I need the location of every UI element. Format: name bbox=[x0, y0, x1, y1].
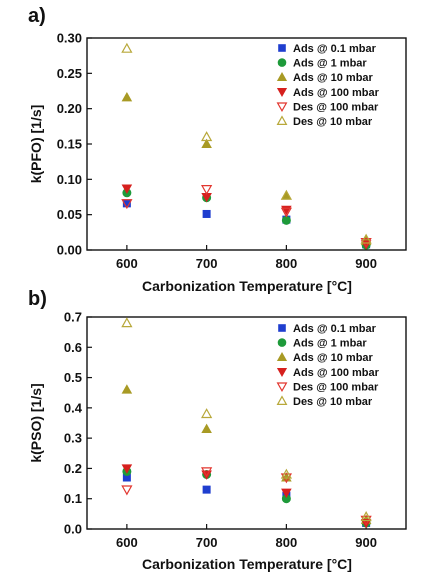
panel-a-point-ads-0-1-mbar bbox=[202, 209, 211, 218]
panel-b-markers bbox=[121, 317, 372, 529]
panel-b-point-ads-100-mbar bbox=[281, 488, 292, 499]
panel-a-y-tick-label: 0.15 bbox=[57, 137, 82, 152]
panel-b-point-des-10-mbar bbox=[280, 468, 292, 479]
panel-a-legend-label-ads-10-mbar: Ads @ 10 mbar bbox=[293, 72, 374, 84]
panel-a-point-des-10-mbar bbox=[280, 189, 292, 200]
panel-b-x-tick-label: 700 bbox=[196, 535, 218, 550]
panel-b-x-tick-label: 900 bbox=[355, 535, 377, 550]
panel-b-pso-chart: b) k(PSO) [1/s] Carbonization Temperatur… bbox=[28, 288, 407, 572]
panel-b-y-tick-label: 0.7 bbox=[64, 310, 82, 325]
panel-a-point-des-10-mbar bbox=[360, 233, 372, 244]
panel-a-legend-label-ads-1-mbar: Ads @ 1 mbar bbox=[293, 58, 367, 70]
panel-b-y-tick-label: 0.5 bbox=[64, 370, 82, 385]
panel-b-ticks: 600 700 800 900 0.0 0.1 0.2 0.3 0.4 0.5 0.6 0.7 bbox=[64, 310, 377, 551]
panel-b-x-tick-label: 800 bbox=[276, 535, 298, 550]
panel-b-legend-marker-ads-1-mbar bbox=[277, 338, 287, 347]
panel-b-legend-marker-ads-100-mbar bbox=[276, 367, 288, 378]
panel-a-legend-marker-ads-0-1-mbar bbox=[278, 44, 286, 52]
panel-b-label: b) bbox=[28, 288, 47, 310]
panel-b-y-tick-label: 0.3 bbox=[64, 431, 82, 446]
panel-a-point-ads-10-mbar bbox=[281, 190, 292, 200]
panel-a-x-tick-label: 800 bbox=[276, 256, 298, 271]
panel-a-legend-marker-ads-1-mbar bbox=[277, 58, 287, 67]
panel-a-point-ads-10-mbar bbox=[201, 138, 212, 149]
panel-a-y-tick-label: 0.10 bbox=[57, 172, 82, 187]
panel-b-legend-marker-ads-0-1-mbar bbox=[278, 324, 286, 332]
panel-a-legend: Ads @ 0.1 mbar Ads @ 1 mbar Ads @ 10 mbar A… bbox=[276, 43, 380, 128]
panel-a-legend-label-des-10-mbar: Des @ 10 mbar bbox=[293, 116, 373, 128]
panel-b-y-tick-label: 0.2 bbox=[64, 461, 82, 476]
panel-b-legend-label-ads-100-mbar: Ads @ 100 mbar bbox=[293, 367, 380, 379]
panel-a-point-des-100-mbar bbox=[201, 185, 213, 196]
panel-a-point-ads-100-mbar bbox=[121, 184, 133, 194]
panel-b-point-ads-10-mbar bbox=[121, 384, 133, 394]
panel-b-legend-label-des-100-mbar: Des @ 100 mbar bbox=[293, 381, 379, 393]
panel-b-point-des-10-mbar bbox=[201, 408, 213, 419]
panel-b-y-tick-label: 0.4 bbox=[64, 400, 83, 415]
panel-b-point-ads-0-1-mbar bbox=[202, 485, 211, 494]
panel-b-legend-label-ads-1-mbar: Ads @ 1 mbar bbox=[293, 338, 367, 350]
panel-b-y-axis-title: k(PSO) [1/s] bbox=[28, 383, 44, 462]
panel-b-y-tick-label: 0.0 bbox=[64, 522, 82, 537]
panel-a-y-tick-label: 0.05 bbox=[57, 207, 82, 222]
panel-a-x-axis-title: Carbonization Temperature [°C] bbox=[142, 278, 352, 294]
panel-b-legend-marker-ads-10-mbar bbox=[276, 351, 288, 362]
panel-a-pfo-chart: a) k(PFO) [1/s] Carbonization Temperatur… bbox=[28, 5, 407, 294]
panel-b-x-tick-label: 600 bbox=[116, 535, 138, 550]
panel-b-point-ads-10-mbar bbox=[201, 423, 212, 434]
panel-a-legend-label-ads-0-1-mbar: Ads @ 0.1 mbar bbox=[293, 43, 377, 55]
panel-b-plot-frame bbox=[86, 316, 407, 530]
panel-a-y-tick-label: 0.20 bbox=[57, 101, 82, 116]
panel-b-legend: Ads @ 0.1 mbar Ads @ 1 mbar Ads @ 10 mbar A… bbox=[276, 323, 380, 408]
panel-b-point-des-100-mbar bbox=[201, 467, 213, 478]
panel-a-point-des-100-mbar bbox=[121, 199, 133, 210]
panel-b-x-axis-title: Carbonization Temperature [°C] bbox=[142, 556, 352, 572]
panel-a-plot-frame bbox=[86, 37, 407, 251]
panel-a-y-axis-title: k(PFO) [1/s] bbox=[28, 105, 44, 184]
panel-a-x-tick-label: 900 bbox=[355, 256, 377, 271]
panel-b-legend-label-ads-0-1-mbar: Ads @ 0.1 mbar bbox=[293, 323, 377, 335]
panel-a-legend-marker-des-10-mbar bbox=[276, 115, 288, 126]
panel-a-point-des-100-mbar bbox=[280, 207, 292, 218]
panel-b-point-ads-100-mbar bbox=[121, 464, 133, 474]
panel-a-legend-label-des-100-mbar: Des @ 100 mbar bbox=[293, 101, 379, 113]
panel-a-point-ads-10-mbar bbox=[121, 91, 133, 102]
panel-a-x-tick-label: 700 bbox=[196, 256, 218, 271]
panel-a-y-tick-label: 0.00 bbox=[57, 243, 82, 258]
panel-b-legend-marker-des-100-mbar bbox=[276, 382, 288, 393]
panel-a-markers bbox=[121, 42, 372, 250]
panel-b-point-des-10-mbar bbox=[360, 511, 372, 522]
panel-a-legend-marker-des-100-mbar bbox=[276, 102, 288, 113]
panel-b-point-des-10-mbar bbox=[121, 317, 133, 328]
panel-b-y-tick-label: 0.1 bbox=[64, 491, 82, 506]
panel-a-label: a) bbox=[28, 5, 46, 27]
panel-a-x-tick-label: 600 bbox=[116, 256, 138, 271]
panel-b-legend-label-ads-10-mbar: Ads @ 10 mbar bbox=[293, 352, 374, 364]
panel-a-legend-marker-ads-10-mbar bbox=[276, 71, 288, 81]
panel-a-legend-label-ads-100-mbar: Ads @ 100 mbar bbox=[293, 87, 380, 99]
panel-a-y-tick-label: 0.30 bbox=[57, 31, 82, 46]
panel-b-legend-label-des-10-mbar: Des @ 10 mbar bbox=[293, 396, 373, 408]
panel-a-ticks: 600 700 800 900 0.00 0.05 0.10 0.15 0.20 0.25 0.30 bbox=[57, 31, 377, 272]
panel-a-point-des-10-mbar bbox=[201, 131, 213, 142]
panel-a-point-des-10-mbar bbox=[121, 42, 133, 53]
panel-a-legend-marker-ads-100-mbar bbox=[276, 88, 288, 98]
panel-a-y-tick-label: 0.25 bbox=[57, 66, 82, 81]
panel-b-legend-marker-des-10-mbar bbox=[276, 395, 288, 405]
panel-b-point-des-100-mbar bbox=[121, 485, 133, 496]
panel-b-y-tick-label: 0.6 bbox=[64, 340, 82, 355]
